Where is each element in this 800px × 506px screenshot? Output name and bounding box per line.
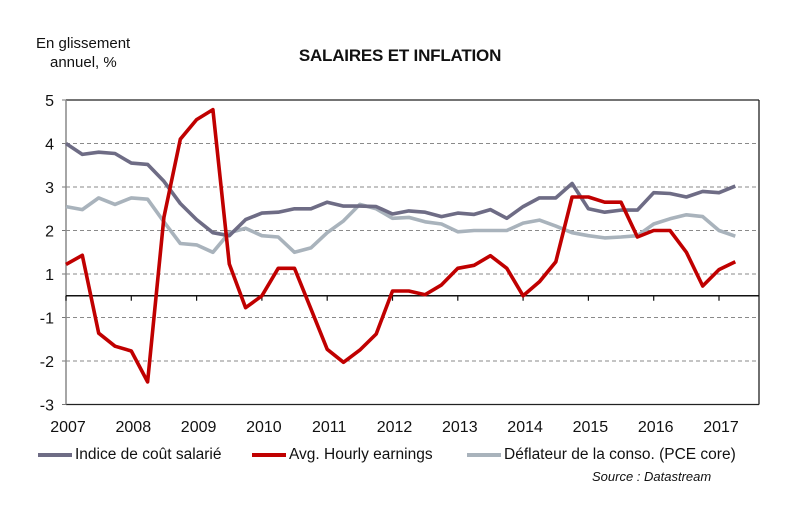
y-tick-label: 5 [45,93,54,110]
x-tick-label: 2013 [442,419,478,436]
series-line-ics [64,142,736,238]
chart-title: SALAIRES ET INFLATION [298,46,502,65]
x-tick-label: 2015 [573,419,609,436]
x-tick-label: 2009 [181,419,217,436]
y-tick-label: 1 [45,267,54,284]
legend-item-ahe: Avg. Hourly earnings [252,446,433,464]
gridlines [66,99,759,406]
y-tick-label: 4 [45,137,54,154]
legend-item-ics: Indice de coût salarié [38,446,221,464]
legend-swatch-ics [38,453,72,457]
legend-label-ahe: Avg. Hourly earnings [289,446,433,463]
y-tick-label: 3 [45,180,54,197]
y-tick-labels: 5 4 3 2 1 -1 -2 -3 [40,93,54,415]
series-line-pce [65,196,736,255]
axes [62,99,760,405]
x-tick-label: 2007 [50,419,86,436]
x-tick-label: 2016 [638,419,674,436]
legend-label-pce: Déflateur de la conso. (PCE core) [504,446,736,463]
legend: Indice de coût salarié Avg. Hourly earni… [0,446,800,468]
y-tick-label: -1 [40,311,54,328]
y-tick-label: -2 [40,354,54,371]
x-tick-label: 2014 [507,419,543,436]
source-note: Source : Datastream [592,469,712,484]
x-tick-label: 2010 [246,419,282,436]
y-axis-title-line-1: En glissement [36,35,131,52]
x-tick-label: 2017 [703,419,739,436]
legend-item-pce: Déflateur de la conso. (PCE core) [467,446,736,464]
x-tick-labels: 2007 2008 2009 2010 2011 2012 2013 2014 2015 2016… [50,419,739,436]
y-axis-title-line-2: annuel, % [50,54,117,71]
x-tick-label: 2011 [312,419,347,436]
y-tick-label: -3 [40,398,54,415]
y-axis-title: En glissement annuel, % [36,34,130,72]
x-tick-label: 2008 [116,419,152,436]
legend-swatch-ahe [252,453,286,457]
legend-label-ics: Indice de coût salarié [75,446,222,463]
x-tick-label: 2012 [377,419,413,436]
series-lines [64,107,737,384]
legend-swatch-pce [467,453,501,457]
y-tick-label: 2 [45,224,54,241]
series-line-ahe [65,107,737,384]
